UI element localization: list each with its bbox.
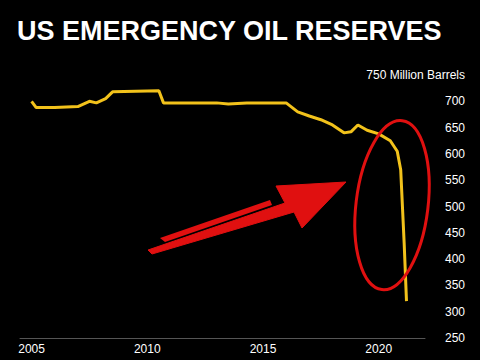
svg-text:250: 250 xyxy=(445,331,465,345)
svg-text:2015: 2015 xyxy=(250,342,277,356)
svg-text:350: 350 xyxy=(445,278,465,292)
svg-text:400: 400 xyxy=(445,252,465,266)
svg-text:300: 300 xyxy=(445,305,465,319)
svg-text:450: 450 xyxy=(445,226,465,240)
svg-text:2020: 2020 xyxy=(365,342,392,356)
svg-text:600: 600 xyxy=(445,147,465,161)
svg-text:500: 500 xyxy=(445,200,465,214)
svg-text:750 Million Barrels: 750 Million Barrels xyxy=(366,68,465,82)
svg-text:700: 700 xyxy=(445,94,465,108)
svg-text:550: 550 xyxy=(445,173,465,187)
svg-text:2005: 2005 xyxy=(18,342,45,356)
svg-text:US EMERGENCY OIL RESERVES: US EMERGENCY OIL RESERVES xyxy=(17,16,442,46)
svg-text:650: 650 xyxy=(445,121,465,135)
svg-text:2010: 2010 xyxy=(134,342,161,356)
